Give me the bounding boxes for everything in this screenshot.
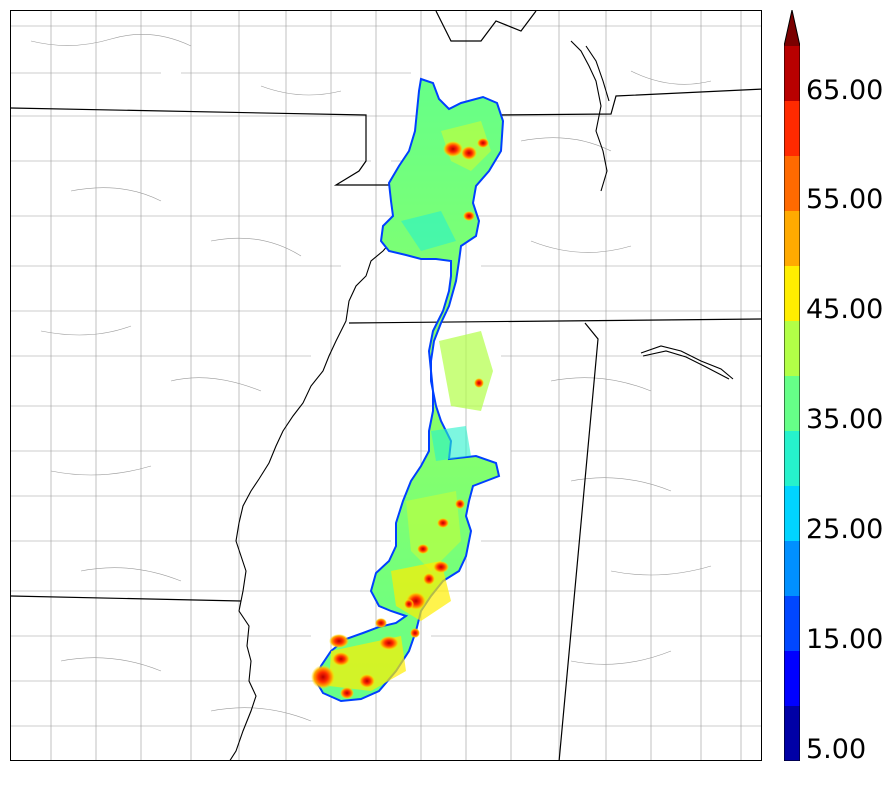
colorbar-label-15: 15.00 [806,624,884,655]
rivers [229,40,734,760]
colorbar-segment-30 [784,431,800,486]
colorbar-segment-65 [784,46,800,101]
colorbar-segment-60 [784,101,800,156]
colorbar-segment-5 [784,706,800,761]
colorbar-label-5: 5.00 [806,734,867,765]
colorbar-label-35: 35.00 [806,404,884,435]
colorbar [784,10,800,761]
colorbar-label-55: 55.00 [806,184,884,215]
state-borders [11,11,761,760]
colorbar-outline [784,10,800,761]
colorbar-segment-40 [784,321,800,376]
colorbar-segment-25 [784,486,800,541]
county-boundaries [11,11,761,760]
colorbar-segment-50 [784,211,800,266]
colorbar-label-25: 25.00 [806,514,884,545]
colorbar-segment-35 [784,376,800,431]
reflectivity-swath [311,77,505,703]
colorbar-segment-15 [784,596,800,651]
colorbar-segment-10 [784,651,800,706]
colorbar-segment-55 [784,156,800,211]
colorbar-extend-arrow [784,10,800,46]
colorbar-segment-20 [784,541,800,596]
map-panel [10,10,762,761]
colorbar-label-45: 45.00 [806,294,884,325]
colorbar-segment-45 [784,266,800,321]
colorbar-segments [784,10,800,761]
map-svg [11,11,761,760]
colorbar-label-65: 65.00 [806,75,884,106]
